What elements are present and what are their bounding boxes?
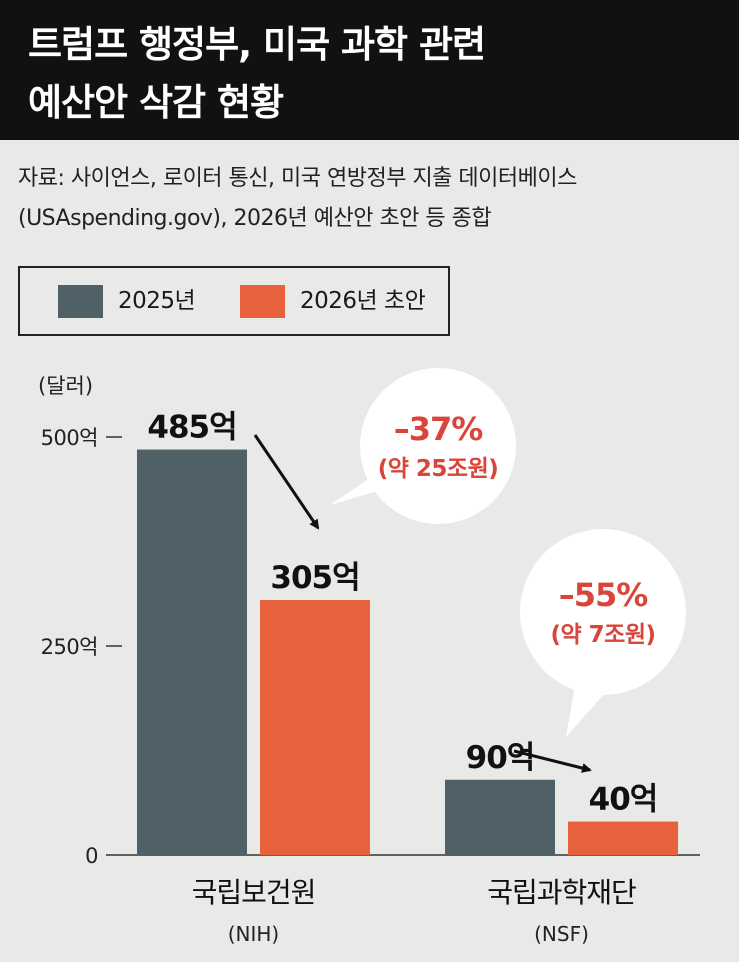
- y-tick-label: 250억: [41, 635, 98, 659]
- legend-swatch-2026: [240, 285, 285, 318]
- legend-label-2025: 2025년: [118, 288, 196, 314]
- callout-tail: [566, 685, 605, 737]
- y-tick-label: 500억: [41, 426, 98, 450]
- callout-detail-text: (약 25조원): [378, 456, 499, 482]
- change-arrow: [253, 434, 320, 530]
- legend-swatch-2025: [58, 285, 103, 318]
- callout-change-text: –37%: [394, 410, 484, 448]
- bar-2025-1: [445, 779, 555, 855]
- source-line1: 자료: 사이언스, 로이터 통신, 미국 연방정부 지출 데이터베이스: [18, 166, 577, 191]
- callout-change-text: –55%: [559, 576, 649, 614]
- y-tick-label: 0: [85, 844, 98, 868]
- callout-bubble: [520, 529, 686, 695]
- y-unit-label: (달러): [38, 374, 93, 398]
- source-line2: (USAspending.gov), 2026년 예산안 초안 등 종합: [18, 206, 492, 231]
- page-title-line1: 트럼프 행정부, 미국 과학 관련: [28, 23, 486, 66]
- legend-label-2026: 2026년 초안: [300, 288, 426, 314]
- value-label: 40억: [589, 782, 658, 818]
- change-arrow: [513, 749, 592, 773]
- category-sublabel: (NSF): [534, 922, 589, 946]
- value-label: 485억: [147, 410, 236, 446]
- page-title-line2: 예산안 삭감 현황: [28, 81, 284, 124]
- category-sublabel: (NIH): [228, 922, 280, 946]
- callout-bubble: [360, 368, 516, 524]
- category-label: 국립과학재단: [487, 876, 636, 909]
- bar-2025-0: [137, 449, 247, 855]
- callout-detail-text: (약 7조원): [550, 622, 655, 648]
- value-label: 90억: [466, 740, 535, 776]
- title-band: 트럼프 행정부, 미국 과학 관련 예산안 삭감 현황: [0, 0, 739, 140]
- value-label: 305억: [270, 560, 359, 596]
- bar-2026-0: [260, 600, 370, 855]
- legend: 2025년 2026년 초안: [18, 266, 450, 336]
- category-label: 국립보건원: [192, 876, 316, 909]
- bar-2026-1: [568, 821, 678, 855]
